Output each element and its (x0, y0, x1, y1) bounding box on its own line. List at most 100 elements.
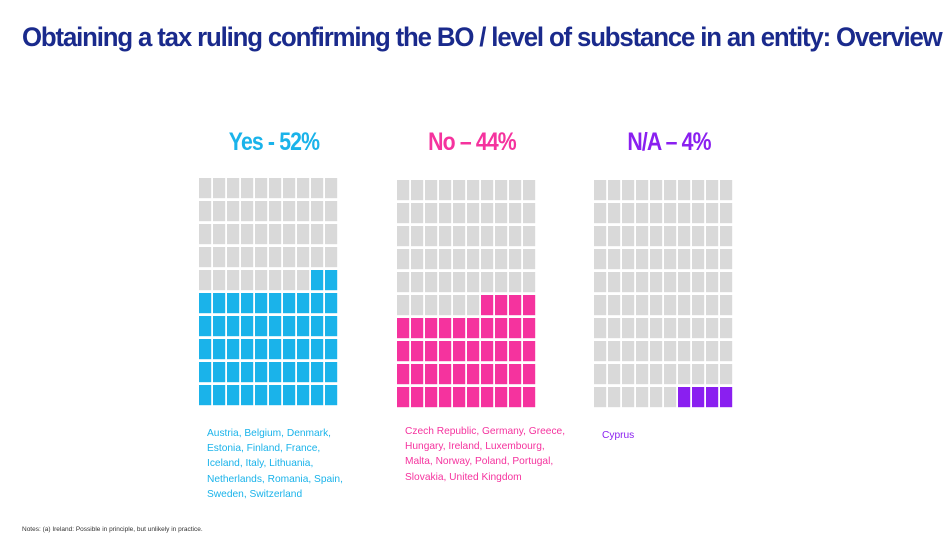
waffle-cell-na-empty (608, 249, 621, 270)
waffle-cell-no-filled (481, 295, 494, 316)
waffle-cell-no-filled (495, 364, 508, 385)
waffle-cell-na-empty (720, 249, 733, 270)
waffle-cell-na-empty (664, 226, 677, 247)
waffle-cell-no-filled (509, 364, 522, 385)
waffle-cell-yes-filled (255, 339, 268, 360)
waffle-cell-na-empty (706, 180, 719, 201)
waffle-cell-no-empty (425, 180, 438, 201)
waffle-cell-no-empty (411, 180, 424, 201)
waffle-cell-no-filled (397, 341, 410, 362)
waffle-cell-yes-filled (227, 316, 240, 337)
waffle-cell-no-empty (411, 272, 424, 293)
waffle-cell-no-empty (453, 180, 466, 201)
waffle-cell-na-empty (678, 249, 691, 270)
waffle-cell-no-filled (523, 295, 536, 316)
waffle-cell-na-empty (622, 295, 635, 316)
waffle-cell-no-filled (439, 318, 452, 339)
waffle-cell-no-filled (509, 387, 522, 408)
waffle-cell-na-empty (720, 364, 733, 385)
waffle-cell-no-empty (439, 249, 452, 270)
waffle-cell-yes-filled (311, 339, 324, 360)
waffle-cell-yes-empty (311, 224, 324, 245)
waffle-cell-no-empty (495, 249, 508, 270)
waffle-cell-yes-empty (297, 201, 310, 222)
waffle-cell-na-empty (664, 387, 677, 408)
waffle-cell-na-empty (622, 387, 635, 408)
waffle-cell-na-empty (692, 249, 705, 270)
waffle-cell-yes-filled (227, 339, 240, 360)
waffle-cell-yes-empty (269, 201, 282, 222)
waffle-cell-no-filled (523, 341, 536, 362)
heading-na: N/A – 4% (627, 128, 711, 156)
waffle-cell-na-empty (720, 295, 733, 316)
waffle-cell-yes-empty (297, 224, 310, 245)
waffle-cell-na-empty (608, 341, 621, 362)
waffle-cell-na-empty (692, 341, 705, 362)
waffle-cell-no-filled (467, 341, 480, 362)
waffle-cell-na-empty (608, 203, 621, 224)
waffle-cell-no-filled (481, 387, 494, 408)
waffle-cell-na-empty (594, 341, 607, 362)
waffle-cell-yes-filled (269, 362, 282, 383)
waffle-cell-yes-filled (213, 316, 226, 337)
waffle-cell-yes-filled (297, 316, 310, 337)
waffle-cell-na-empty (692, 364, 705, 385)
waffle-cell-no-empty (509, 180, 522, 201)
waffle-cell-na-empty (650, 364, 663, 385)
waffle-cell-yes-filled (241, 316, 254, 337)
waffle-cell-no-empty (411, 203, 424, 224)
waffle-cell-na-empty (650, 318, 663, 339)
waffle-cell-yes-filled (283, 362, 296, 383)
waffle-cell-no-empty (411, 295, 424, 316)
waffle-cell-yes-filled (241, 293, 254, 314)
waffle-cell-no-empty (397, 272, 410, 293)
waffle-cell-na-empty (608, 272, 621, 293)
waffle-cell-no-empty (439, 226, 452, 247)
waffle-cell-yes-filled (311, 316, 324, 337)
waffle-cell-no-filled (411, 341, 424, 362)
waffle-cell-na-empty (650, 226, 663, 247)
waffle-cell-no-filled (425, 341, 438, 362)
waffle-cell-na-empty (636, 226, 649, 247)
waffle-cell-yes-empty (213, 270, 226, 291)
waffle-cell-na-empty (636, 341, 649, 362)
waffle-cell-yes-filled (311, 362, 324, 383)
waffle-cell-na-empty (706, 364, 719, 385)
waffle-cell-na-empty (706, 249, 719, 270)
waffle-cell-yes-filled (227, 362, 240, 383)
waffle-cell-na-empty (678, 295, 691, 316)
waffle-cell-yes-filled (227, 385, 240, 406)
waffle-cell-no-filled (495, 341, 508, 362)
waffle-cell-no-filled (397, 318, 410, 339)
waffle-cell-yes-filled (255, 316, 268, 337)
waffle-cell-na-empty (622, 364, 635, 385)
waffle-cell-na-empty (678, 318, 691, 339)
waffle-cell-yes-empty (213, 224, 226, 245)
waffle-cell-na-empty (636, 203, 649, 224)
waffle-cell-na-empty (594, 203, 607, 224)
waffle-cell-no-empty (523, 180, 536, 201)
waffle-cell-yes-empty (283, 270, 296, 291)
waffle-cell-na-empty (678, 364, 691, 385)
waffle-cell-yes-filled (269, 385, 282, 406)
waffle-cell-na-empty (650, 295, 663, 316)
waffle-cell-yes-filled (241, 339, 254, 360)
waffle-cell-yes-filled (283, 385, 296, 406)
waffle-cell-no-filled (467, 318, 480, 339)
waffle-cell-na-empty (706, 226, 719, 247)
waffle-cell-yes-empty (325, 201, 338, 222)
waffle-cell-yes-empty (269, 270, 282, 291)
waffle-cell-no-filled (425, 318, 438, 339)
waffle-cell-yes-empty (241, 247, 254, 268)
waffle-cell-yes-filled (283, 339, 296, 360)
waffle-cell-yes-filled (199, 339, 212, 360)
waffle-cell-no-filled (453, 364, 466, 385)
waffle-cell-no-empty (453, 272, 466, 293)
waffle-cell-yes-empty (283, 247, 296, 268)
waffle-cell-na-empty (664, 364, 677, 385)
waffle-cell-na-empty (636, 249, 649, 270)
waffle-cell-yes-empty (255, 224, 268, 245)
waffle-cell-na-empty (706, 318, 719, 339)
waffle-cell-na-empty (636, 295, 649, 316)
waffle-cell-na-filled (692, 387, 705, 408)
